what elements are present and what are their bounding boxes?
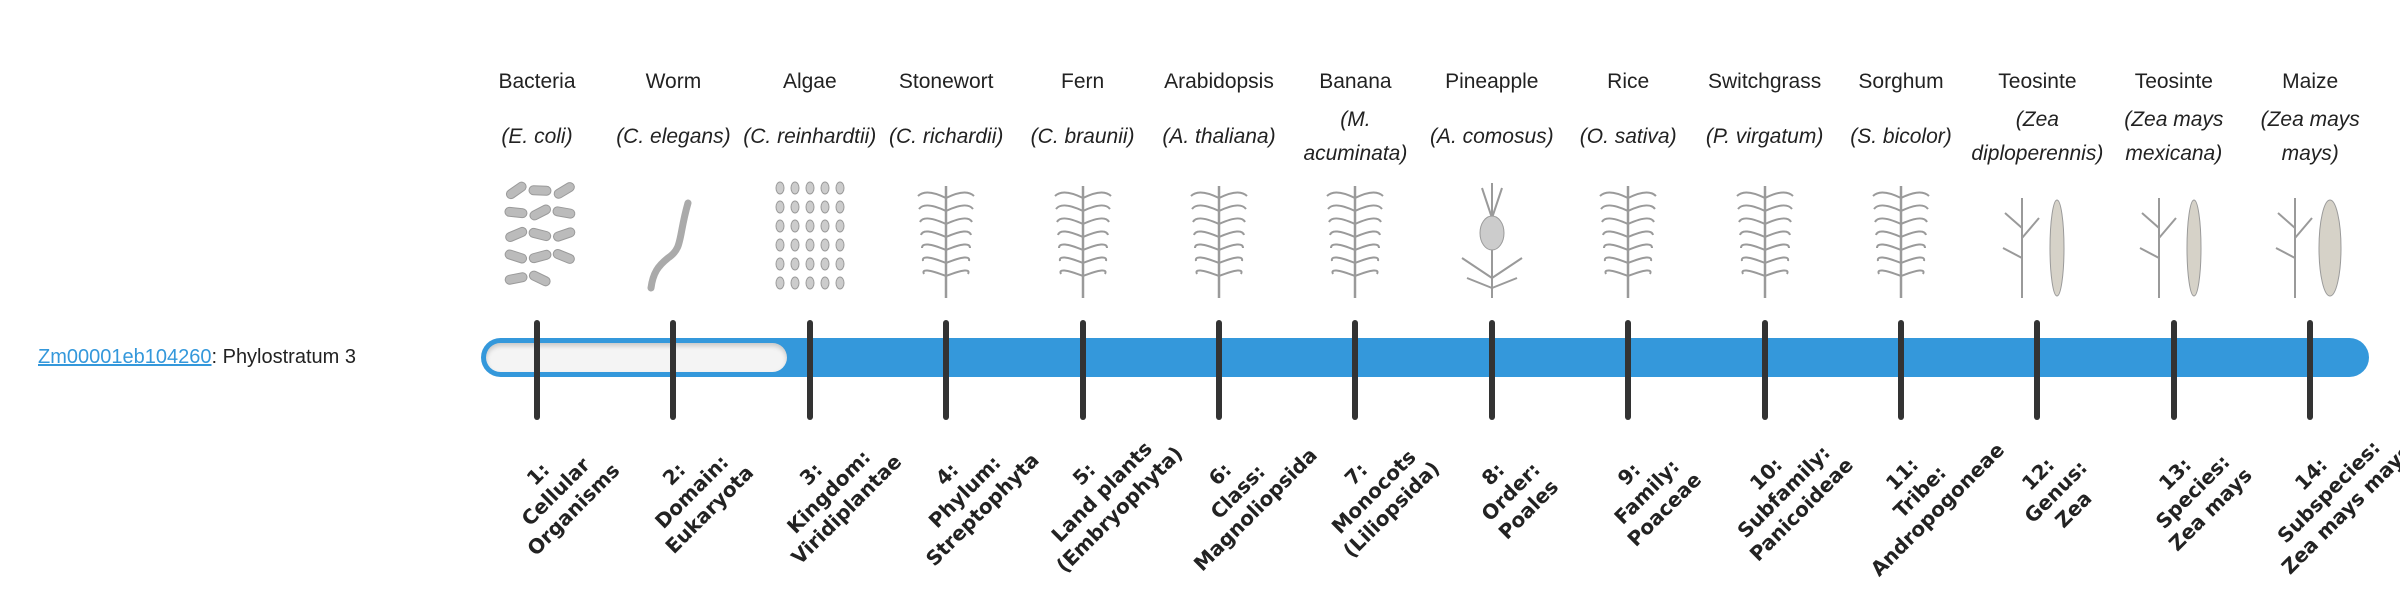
stratum-tick [670, 320, 677, 420]
organism-scientific-name: (S. bicolor) [1850, 125, 1952, 148]
rice-icon [1599, 186, 1657, 298]
organism-common-name: Teosinte [1998, 70, 2077, 93]
organism-scientific-name: (O. sativa) [1579, 125, 1677, 148]
gene-phylostratum-label: Zm00001eb104260: Phylostratum 3 [38, 342, 356, 372]
organism-common-name: Arabidopsis [1164, 70, 1274, 93]
stratum-tick [1216, 320, 1222, 420]
phylostratum-bar [481, 338, 2369, 377]
organism-common-name: Rice [1607, 70, 1650, 93]
organism-column: Teosinte (Zea diploperennis) [1969, 62, 2105, 300]
stonewort-icon [917, 186, 975, 298]
organism-scientific-name: (C. richardii) [889, 125, 1004, 148]
organism-column: Algae (C. reinhardtii) [742, 62, 878, 300]
pineapple-icon [1461, 183, 1523, 298]
organism-column: Bacteria (E. coli) [469, 62, 605, 300]
organism-common-name: Switchgrass [1707, 70, 1822, 93]
organism-scientific-name: (E. coli) [501, 125, 573, 148]
organism-common-name: Sorghum [1858, 70, 1944, 93]
phylostratum-bar-unfilled [486, 343, 787, 372]
sorghum-icon [1872, 186, 1930, 298]
organism-column: Switchgrass (P. virgatum) [1697, 62, 1833, 300]
organism-scientific-name: (C. braunii) [1030, 125, 1135, 148]
organism-column: Fern (C. braunii) [1015, 62, 1151, 300]
organism-scientific-name: (Zea mays mays) [2260, 108, 2360, 165]
organism-common-name: Bacteria [498, 70, 576, 93]
organism-column: Banana (M. acuminata) [1287, 62, 1423, 300]
organism-scientific-name: (Zea mays mexicana) [2124, 108, 2224, 165]
organism-column: Arabidopsis (A. thaliana) [1151, 62, 1287, 300]
organism-column: Sorghum (S. bicolor) [1833, 62, 1969, 300]
teosinte-icon [2139, 198, 2202, 298]
organism-column: Teosinte (Zea mays mexicana) [2106, 62, 2242, 300]
organism-common-name: Algae [782, 70, 837, 93]
switchgrass-icon [1735, 186, 1794, 298]
stratum-tick [2307, 320, 2314, 420]
organism-column: Maize (Zea mays mays) [2242, 62, 2378, 300]
worm-icon [647, 199, 692, 292]
organism-common-name: Maize [2282, 70, 2339, 93]
organism-common-name: Banana [1319, 70, 1392, 93]
phylostratum-text: : Phylostratum 3 [211, 346, 356, 368]
stratum-tick [534, 320, 540, 420]
organism-scientific-name: (A. comosus) [1429, 125, 1554, 148]
stratum-tick [1625, 320, 1632, 420]
stratum-tick [2034, 320, 2041, 420]
organism-common-name: Stonewort [898, 70, 994, 93]
stratum-tick [1761, 320, 1768, 420]
gene-id-link[interactable]: Zm00001eb104260 [38, 346, 212, 368]
organism-common-name: Pineapple [1445, 70, 1539, 93]
organism-scientific-name: (A. thaliana) [1162, 125, 1276, 148]
maize-icon [2275, 198, 2342, 298]
organism-common-name: Worm [645, 70, 702, 93]
fern-icon [1053, 186, 1112, 298]
stratum-tick [1898, 320, 1904, 420]
stratum-tick [2170, 320, 2177, 420]
organism-scientific-name: (M. acuminata) [1303, 108, 1408, 165]
organism-common-name: Fern [1061, 70, 1105, 93]
teosinte-icon [2002, 198, 2065, 298]
banana-icon [1326, 186, 1385, 298]
algae-icon [775, 181, 845, 290]
bacteria-icon [504, 181, 576, 287]
organism-column: Stonewort (C. richardii) [878, 62, 1014, 300]
stratum-tick [1352, 320, 1359, 420]
organism-scientific-name: (P. virgatum) [1705, 125, 1824, 148]
organism-column: Pineapple (A. comosus) [1424, 62, 1560, 300]
organism-column: Rice (O. sativa) [1560, 62, 1696, 300]
organism-scientific-name: (C. reinhardtii) [743, 125, 877, 148]
organism-scientific-name: (Zea diploperennis) [1971, 108, 2104, 165]
stratum-tick [806, 320, 813, 420]
stratum-tick [1079, 320, 1086, 420]
organism-column: Worm (C. elegans) [605, 62, 741, 300]
stratum-tick [1488, 320, 1495, 420]
arabidopsis-icon [1190, 186, 1248, 298]
organism-scientific-name: (C. elegans) [616, 125, 731, 148]
stratum-tick [943, 320, 950, 420]
organism-common-name: Teosinte [2134, 70, 2213, 93]
